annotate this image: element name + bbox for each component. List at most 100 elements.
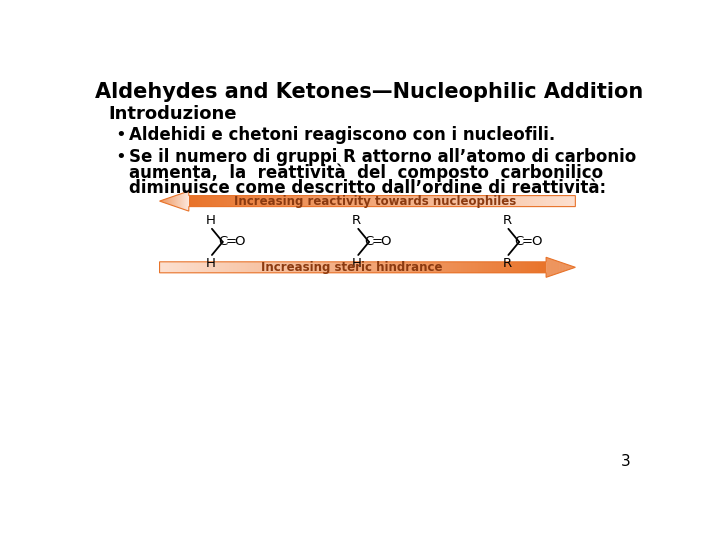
Bar [243,195,245,207]
Bar [351,262,353,273]
Bar [189,195,191,207]
Bar [523,195,525,207]
Bar [475,195,477,207]
Bar [516,262,517,273]
Bar [328,262,330,273]
Bar [388,195,390,207]
Bar [434,262,436,273]
Bar [424,262,426,273]
Bar [231,195,233,207]
Bar [279,195,282,207]
Bar [293,195,295,207]
Bar [345,262,347,273]
Text: Se il numero di gruppi R attorno all’atomo di carbonio: Se il numero di gruppi R attorno all’ato… [129,148,636,166]
Bar [498,262,500,273]
Bar [496,262,498,273]
Bar [539,262,540,273]
Bar [564,195,566,207]
Bar [481,195,482,207]
Bar [229,262,231,273]
Bar [183,262,185,273]
Bar [161,262,163,273]
Bar [380,195,382,207]
Bar [353,195,355,207]
Bar [516,195,518,207]
Bar [474,262,477,273]
Bar [264,262,266,273]
Bar [401,262,403,273]
Bar [320,195,322,207]
Bar [179,262,181,273]
Bar [256,195,258,207]
Bar [525,195,527,207]
Bar [374,195,377,207]
Bar [461,262,463,273]
Bar [519,262,521,273]
Bar [287,195,289,207]
Bar [225,262,228,273]
Bar [513,262,516,273]
Bar [546,195,549,207]
Bar [486,262,488,273]
Bar [270,262,271,273]
Bar [382,195,384,207]
Bar [477,195,479,207]
Bar [292,195,293,207]
Bar [307,262,308,273]
Bar [409,262,411,273]
Bar [459,195,462,207]
Bar [384,262,386,273]
Bar [463,262,465,273]
Bar [343,195,346,207]
Bar [340,195,341,207]
Bar [426,195,428,207]
Bar [171,262,173,273]
Bar [332,262,333,273]
Bar [160,262,161,273]
Bar [541,195,542,207]
Bar [473,195,475,207]
Text: H: H [205,213,215,226]
Bar [572,195,573,207]
Bar [413,195,415,207]
Bar [233,262,235,273]
Text: •: • [115,126,126,144]
Bar [505,195,508,207]
Bar [200,262,202,273]
Bar [527,195,529,207]
Bar [330,195,332,207]
Bar [272,195,274,207]
Bar [488,195,490,207]
Bar [425,195,426,207]
Bar [539,195,541,207]
Bar [392,262,393,273]
Bar [531,195,533,207]
Bar [324,195,326,207]
Bar [387,262,390,273]
Bar [210,262,212,273]
Bar [542,262,544,273]
Bar [173,262,175,273]
Bar [198,262,200,273]
Bar [222,195,224,207]
Bar [336,195,338,207]
Bar [194,262,197,273]
Bar [318,262,320,273]
Bar [438,262,440,273]
Bar [276,262,277,273]
Bar [465,262,467,273]
Bar [418,262,420,273]
Bar [415,262,417,273]
Bar [199,195,200,207]
Bar [204,195,206,207]
Bar [248,195,251,207]
Bar [451,262,454,273]
Bar [521,262,523,273]
Bar [260,262,262,273]
Bar [390,195,392,207]
Bar [243,262,245,273]
Bar [413,262,415,273]
Bar [454,195,456,207]
Bar [397,195,400,207]
Bar [305,262,307,273]
